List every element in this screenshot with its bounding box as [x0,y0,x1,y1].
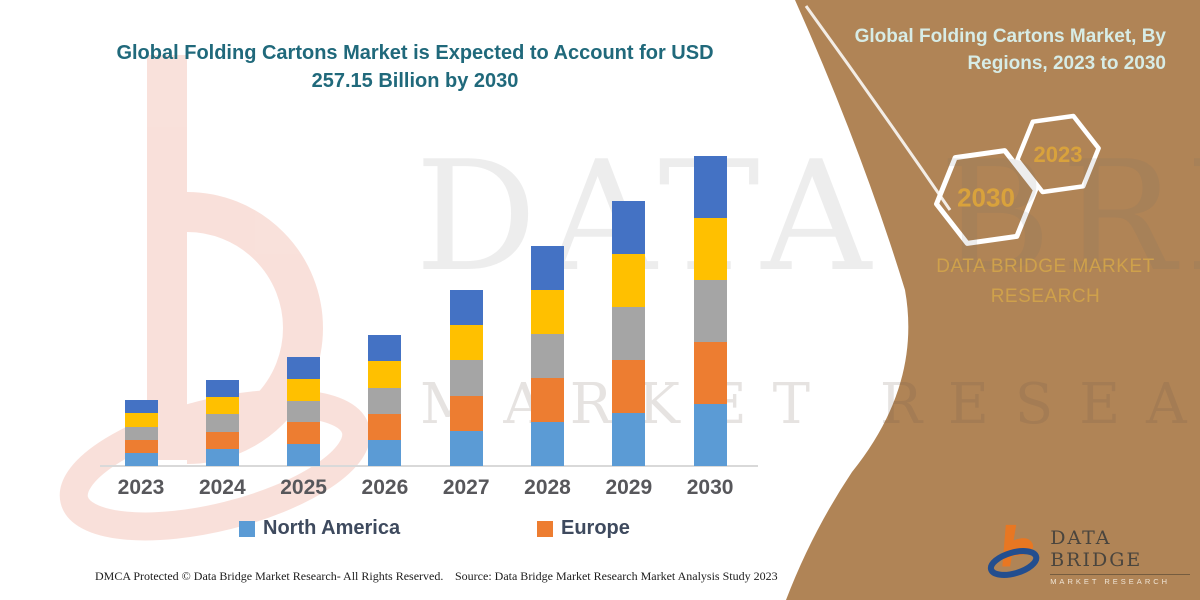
bar-segment-2030-unlabeled-darkblue [693,156,727,219]
panel-brand-line1: DATA BRIDGE MARKET [936,256,1155,277]
bar-segment-2026-North America [368,439,402,466]
panel-heading-line2: Regions, 2023 to 2030 [967,52,1166,74]
bar-segment-2023-unlabeled-darkblue [124,400,158,414]
x-axis-label-2023: 2023 [117,476,165,499]
legend-swatch-europe [537,520,553,537]
hexagon-2023-label: 2023 [1033,142,1083,167]
x-axis-label-2029: 2029 [605,476,653,499]
logo-tagline-text: MARKET RESEARCH [1050,577,1171,586]
x-axis-label-2026: 2026 [361,476,409,499]
bar-segment-2024-unlabeled-darkblue [205,379,239,398]
bar-segment-2026-unlabeled-yellow [368,361,402,388]
bar-segment-2025-North America [287,444,321,466]
bar-segment-2027-unlabeled-gray [449,360,483,396]
legend-label-north-america: North America [263,517,401,539]
footer-source: Source: Data Bridge Market Research Mark… [455,569,778,583]
bar-segment-2030-Europe [693,342,727,405]
bar-segment-2023-North America [124,452,158,466]
data-bridge-logo: DATA BRIDGE MARKET RESEARCH [985,519,1190,586]
panel-brand-line2: RESEARCH [990,286,1101,308]
logo-divider [1050,574,1190,575]
bar-segment-2029-unlabeled-yellow [612,253,646,307]
bar-segment-2024-Europe [205,431,239,449]
bar-segment-2029-North America [612,412,646,466]
bar-segment-2023-Europe [124,439,158,453]
bar-segment-2025-unlabeled-darkblue [287,356,321,379]
bar-segment-2029-unlabeled-darkblue [612,200,646,254]
bar-segment-2025-unlabeled-gray [287,400,321,423]
bar-segment-2024-unlabeled-yellow [205,397,239,415]
x-axis-label-2025: 2025 [280,476,327,499]
x-axis-label-2024: 2024 [198,476,246,499]
bar-segment-2028-unlabeled-yellow [531,289,564,334]
bar-segment-2023-unlabeled-gray [124,426,158,440]
bar-segment-2027-Europe [449,395,483,431]
hexagon-2030-badge [934,148,1038,246]
data-bridge-logo-icon [987,524,1040,578]
x-axis-label-2030: 2030 [686,476,734,499]
panel-heading: Global Folding Cartons Market, By Region… [832,24,1166,77]
bar-segment-2024-North America [205,448,239,466]
panel-heading-line1: Global Folding Cartons Market, By [854,26,1166,47]
panel-brand-text: DATA BRIDGE MARKET RESEARCH [893,252,1198,313]
legend-label-europe: Europe [561,517,630,539]
bar-segment-2027-unlabeled-yellow [449,325,483,361]
legend-item-north-america: North America [239,517,400,540]
bar-segment-2023-unlabeled-yellow [124,413,158,427]
bar-segment-2028-North America [531,421,564,466]
bar-segment-2027-North America [449,430,483,466]
stacked-bar-chart: 2023 2024 2025 2026 2027 2028 2029 2030 [117,156,734,499]
bar-segment-2027-unlabeled-darkblue [449,289,483,326]
bar-segment-2030-unlabeled-yellow [693,218,727,281]
legend-swatch-north-america [239,520,255,537]
chart-title-line2: 257.15 Billion by 2030 [311,69,519,92]
hexagon-2030-label: 2030 [957,182,1015,213]
bar-segment-2024-unlabeled-gray [205,414,239,432]
bar-segment-2025-Europe [287,422,321,445]
legend-item-europe: Europe [537,517,630,540]
bar-segment-2025-unlabeled-yellow [287,378,321,401]
hexagon-2023-badge [1015,113,1101,195]
x-axis-label-2028: 2028 [524,476,571,499]
bar-segment-2029-Europe [612,359,646,413]
bar-segment-2026-unlabeled-gray [368,387,402,414]
bar-segment-2028-unlabeled-darkblue [531,245,564,290]
footer-copyright: DMCA Protected © Data Bridge Market Rese… [95,569,444,583]
bar-segment-2030-unlabeled-gray [693,280,727,343]
bar-segment-2029-unlabeled-gray [612,306,646,360]
chart-title-line1: Global Folding Cartons Market is Expecte… [116,42,714,64]
bar-segment-2026-Europe [368,413,402,440]
bar-segment-2030-North America [693,404,727,466]
panel-seam-line [804,5,952,211]
pink-logo-watermark [59,55,371,541]
bar-segment-2028-unlabeled-gray [531,333,564,378]
x-axis-label-2027: 2027 [442,476,490,499]
bar-segment-2028-Europe [531,377,564,422]
chart-title: Global Folding Cartons Market is Expecte… [95,40,735,95]
logo-brand-text: DATA BRIDGE [1050,527,1143,571]
bar-segment-2026-unlabeled-darkblue [368,335,402,362]
